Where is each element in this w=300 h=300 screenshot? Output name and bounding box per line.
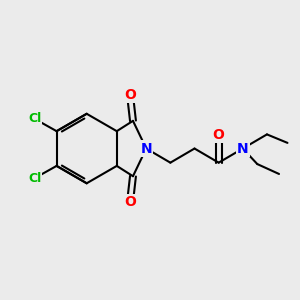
Text: Cl: Cl xyxy=(28,112,41,125)
Text: N: N xyxy=(237,142,249,155)
Text: O: O xyxy=(124,195,136,209)
Text: O: O xyxy=(124,88,136,102)
Text: O: O xyxy=(213,128,225,142)
Text: N: N xyxy=(140,142,152,155)
Text: Cl: Cl xyxy=(28,172,41,185)
